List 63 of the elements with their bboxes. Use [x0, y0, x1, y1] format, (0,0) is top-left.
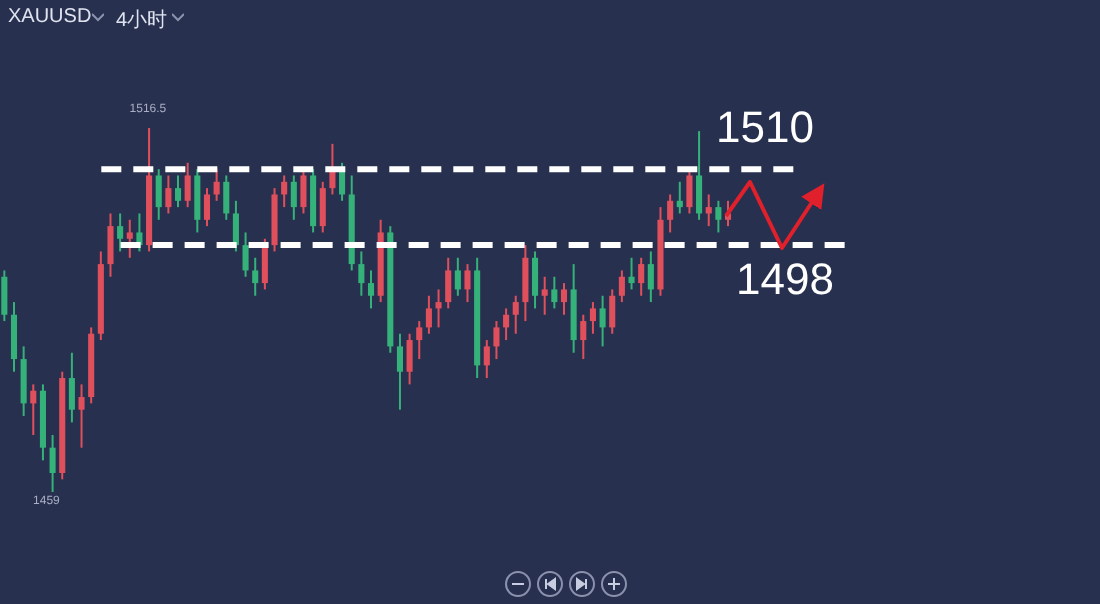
candlestick [705, 193, 712, 228]
candlestick [715, 199, 722, 234]
candlestick [203, 187, 211, 228]
candlestick [560, 282, 568, 316]
candlestick [503, 307, 510, 342]
candlestick [696, 130, 703, 221]
candlestick [512, 294, 519, 335]
candlestick [49, 434, 56, 492]
candlestick [522, 244, 529, 323]
candlestick [396, 332, 403, 411]
chart-title: XAUUSD [8, 6, 92, 28]
candlestick [107, 212, 114, 278]
candlestick [78, 383, 85, 449]
ref-line-label: 1510 [716, 101, 814, 154]
candlestick [483, 339, 490, 380]
candlestick [30, 383, 37, 437]
candlestick [184, 161, 191, 209]
candlestick [10, 301, 18, 373]
candlestick [281, 174, 288, 209]
candlestick [242, 231, 249, 278]
candlestick [618, 269, 625, 304]
candlestick [1, 269, 8, 323]
candlestick [676, 180, 683, 215]
candlestick [20, 345, 27, 418]
candlestick [445, 256, 452, 310]
candlestick [589, 301, 596, 335]
candlestick [464, 263, 471, 304]
candlestick [300, 168, 307, 215]
candlestick [599, 294, 606, 348]
candlestick [638, 256, 645, 297]
candlestick [435, 288, 442, 329]
candlestick [117, 212, 124, 253]
candlestick [580, 313, 587, 361]
candlestick [165, 174, 172, 215]
candlestick [628, 256, 635, 291]
candlestick [425, 294, 432, 335]
candlestick [174, 174, 182, 209]
candlestick [532, 250, 539, 310]
candlestick [319, 180, 326, 234]
candlestick [68, 351, 75, 424]
candlestick [609, 288, 616, 335]
candlestick [155, 168, 162, 221]
chart-subtitle: 4小时 [116, 7, 168, 34]
candlestick [541, 275, 548, 316]
candlestick [290, 174, 297, 221]
candlestick [252, 256, 259, 297]
candlestick [126, 218, 133, 259]
candlestick [223, 174, 230, 221]
candlestick [213, 168, 220, 202]
candlestick [686, 168, 693, 215]
candlestick [358, 250, 365, 297]
ref-line-label: 1498 [736, 253, 834, 306]
candlestick [194, 168, 201, 234]
candlestick [416, 320, 423, 361]
candlestick [454, 256, 461, 297]
candlestick [261, 237, 268, 291]
candlestick [551, 275, 558, 310]
candlestick [667, 193, 674, 234]
candlestick [232, 199, 239, 253]
candlestick [406, 332, 413, 386]
candlestick [493, 320, 500, 361]
candlestick [647, 250, 654, 304]
candlestick [367, 269, 375, 310]
